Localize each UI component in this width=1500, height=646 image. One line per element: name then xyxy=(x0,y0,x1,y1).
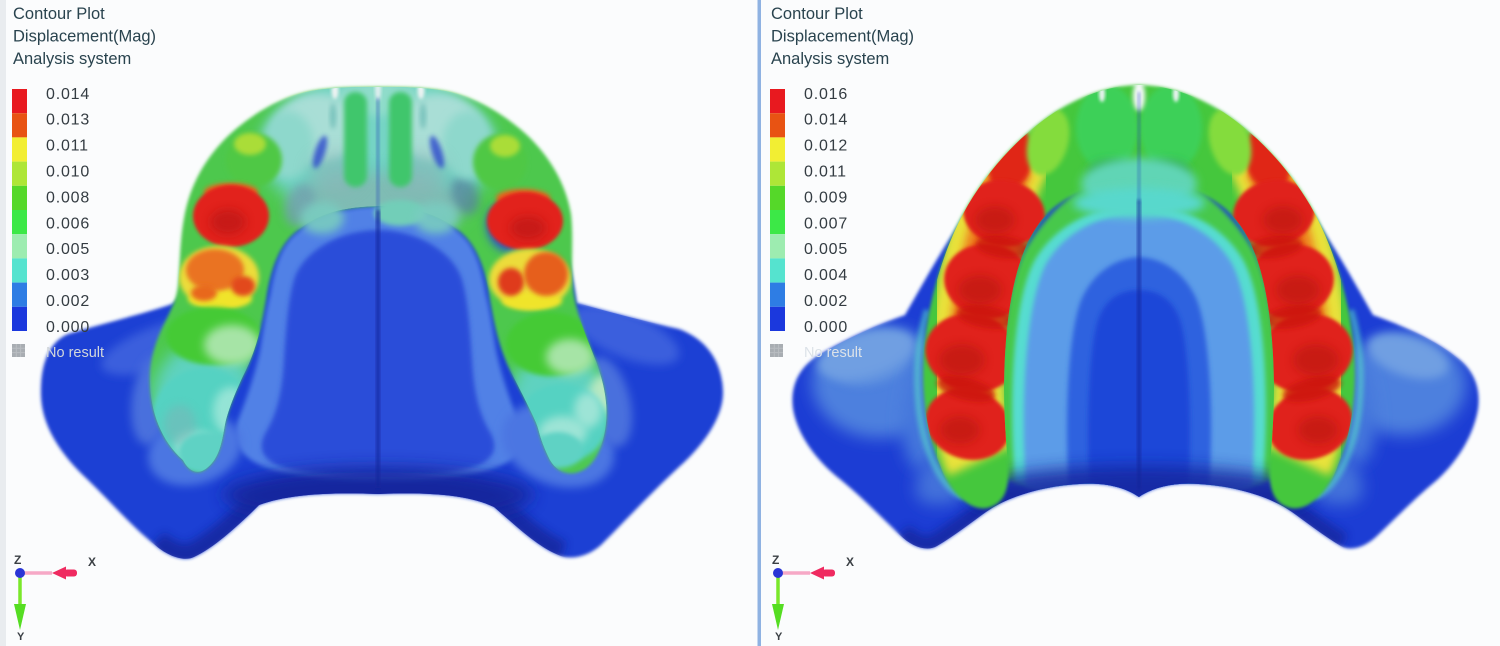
svg-text:0.008: 0.008 xyxy=(46,189,90,206)
svg-text:X: X xyxy=(88,555,96,569)
svg-text:0.006: 0.006 xyxy=(46,215,90,232)
svg-text:0.012: 0.012 xyxy=(804,138,848,155)
svg-text:0.007: 0.007 xyxy=(804,215,848,232)
svg-text:0.016: 0.016 xyxy=(804,86,848,103)
svg-text:0.014: 0.014 xyxy=(804,112,848,129)
svg-text:X: X xyxy=(846,555,854,569)
svg-text:Analysis system: Analysis system xyxy=(13,50,131,68)
svg-text:Z: Z xyxy=(772,553,779,567)
svg-text:Contour Plot: Contour Plot xyxy=(13,5,105,23)
svg-text:0.004: 0.004 xyxy=(804,267,848,284)
svg-text:Displacement(Mag): Displacement(Mag) xyxy=(13,28,156,46)
svg-text:Y: Y xyxy=(775,631,783,643)
svg-text:0.009: 0.009 xyxy=(804,189,848,206)
svg-text:Z: Z xyxy=(14,553,21,567)
svg-text:0.003: 0.003 xyxy=(46,267,90,284)
svg-text:No result: No result xyxy=(804,345,862,361)
svg-text:No result: No result xyxy=(46,345,104,361)
svg-text:0.014: 0.014 xyxy=(46,86,90,103)
svg-text:Displacement(Mag): Displacement(Mag) xyxy=(771,28,914,46)
svg-text:Contour Plot: Contour Plot xyxy=(771,5,863,23)
svg-text:0.002: 0.002 xyxy=(804,293,848,310)
svg-text:0.010: 0.010 xyxy=(46,164,90,181)
svg-text:0.011: 0.011 xyxy=(46,138,89,155)
svg-text:Analysis system: Analysis system xyxy=(771,50,889,68)
svg-text:0.005: 0.005 xyxy=(46,241,90,258)
svg-text:0.013: 0.013 xyxy=(46,112,90,129)
svg-text:0.000: 0.000 xyxy=(46,319,90,336)
svg-text:0.000: 0.000 xyxy=(804,319,848,336)
svg-text:Y: Y xyxy=(17,631,25,643)
svg-text:0.005: 0.005 xyxy=(804,241,848,258)
svg-text:0.011: 0.011 xyxy=(804,164,847,181)
svg-text:0.002: 0.002 xyxy=(46,293,90,310)
